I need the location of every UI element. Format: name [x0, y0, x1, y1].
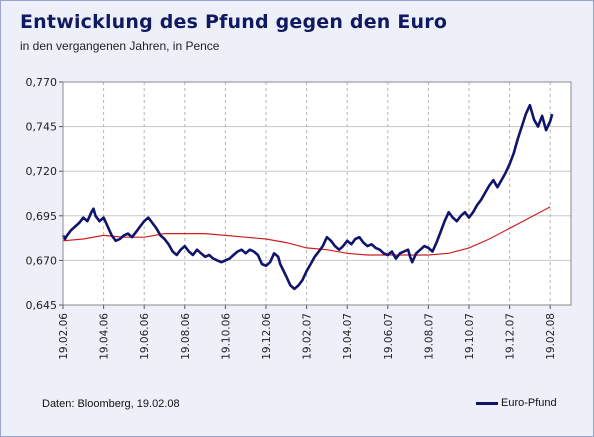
legend-swatch-pound	[476, 401, 498, 405]
y-tick-label: 0,670	[26, 254, 58, 267]
chart-title: Entwicklung des Pfund gegen den Euro	[20, 11, 448, 33]
x-tick-label: 19.06.07	[383, 313, 395, 360]
plot-area	[62, 81, 572, 306]
x-tick-label: 19.10.06	[220, 313, 232, 360]
data-source: Daten: Bloomberg, 19.02.08	[42, 398, 180, 410]
x-tick-label: 19.12.07	[505, 313, 517, 360]
y-tick-label: 0,645	[26, 299, 58, 312]
chart-subtitle: in den vergangenen Jahren, in Pence	[20, 39, 220, 53]
x-tick-label: 19.02.08	[545, 313, 557, 360]
x-tick-label: 19.02.06	[58, 313, 70, 360]
x-tick-label: 19.08.07	[423, 313, 435, 360]
series-euro-pfund-line	[61, 103, 554, 291]
plot-border	[62, 81, 572, 306]
series-trend-line	[62, 206, 551, 256]
x-tick-label: 19.08.06	[180, 313, 192, 360]
y-tick-label: 0,695	[26, 210, 58, 223]
y-tick-label: 0,720	[26, 165, 58, 178]
legend-label-pound: Euro-Pfund	[501, 397, 557, 409]
x-tick-label: 19.02.07	[302, 313, 314, 360]
legend: Euro-Pfund	[476, 397, 557, 409]
x-tick-label: 19.04.07	[342, 313, 354, 360]
y-tick-label: 0,745	[26, 121, 58, 134]
x-tick-label: 19.06.06	[139, 313, 151, 360]
x-tick-label: 19.12.06	[261, 313, 273, 360]
y-tick-label: 0,770	[26, 76, 58, 89]
x-tick-label: 19.10.07	[464, 313, 476, 360]
x-tick-label: 19.04.06	[99, 313, 111, 360]
